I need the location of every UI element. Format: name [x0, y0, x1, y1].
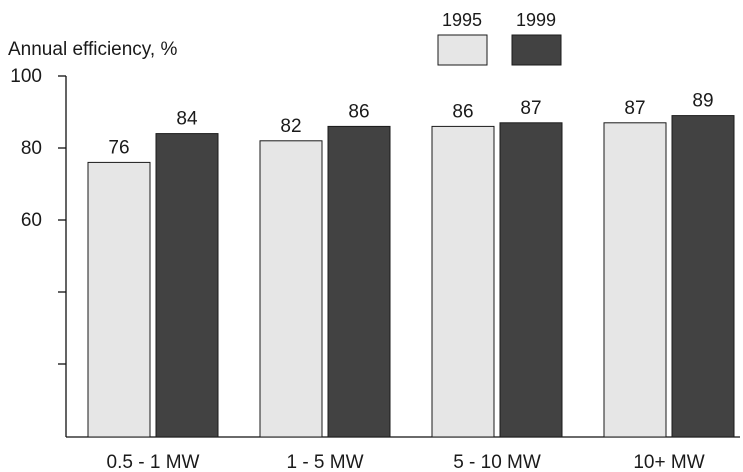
bar-1995-1 — [259, 140, 323, 438]
legend-label: 1995 — [442, 10, 482, 30]
y-tick-label: 100 — [10, 66, 42, 87]
x-tick-label: 1 - 5 MW — [286, 452, 363, 472]
data-label: 86 — [452, 101, 473, 122]
data-label: 76 — [108, 137, 129, 158]
data-label: 89 — [692, 91, 713, 112]
data-label: 82 — [280, 116, 301, 137]
data-label: 87 — [520, 98, 541, 119]
legend: 1995 1999 — [437, 10, 562, 66]
legend-label: 1999 — [516, 10, 556, 30]
bar-1999-2 — [499, 122, 563, 438]
legend-swatch — [511, 34, 562, 66]
y-axis-title: Annual efficiency, % — [8, 39, 177, 60]
bar-1995-2 — [431, 125, 495, 438]
bar-1999-3 — [671, 115, 735, 438]
bar-1995-3 — [603, 122, 667, 438]
data-label: 87 — [624, 98, 645, 119]
legend-swatch — [437, 34, 488, 66]
bar-1999-0 — [155, 133, 219, 438]
bars: 76 84 0.5 - 1 MW 82 86 1 - 5 MW 86 87 5 - 10 MW 8… — [87, 91, 735, 472]
x-tick-label: 5 - 10 MW — [453, 452, 541, 472]
x-tick-label: 0.5 - 1 MW — [107, 452, 200, 472]
data-label: 84 — [176, 109, 198, 130]
y-tick-label: 60 — [21, 210, 42, 231]
x-tick-label: 10+ MW — [633, 452, 704, 472]
data-label: 86 — [348, 101, 369, 122]
bar-1999-1 — [327, 125, 391, 438]
y-tick-label: 80 — [21, 138, 42, 159]
bar-1995-0 — [87, 161, 151, 438]
